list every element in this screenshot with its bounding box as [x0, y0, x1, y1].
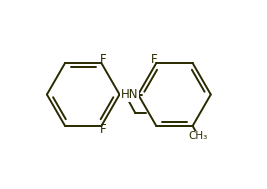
Text: CH₃: CH₃ — [189, 131, 208, 141]
Text: F: F — [100, 53, 107, 66]
Text: F: F — [151, 53, 158, 66]
Text: F: F — [100, 123, 107, 136]
Text: HN: HN — [121, 88, 139, 101]
